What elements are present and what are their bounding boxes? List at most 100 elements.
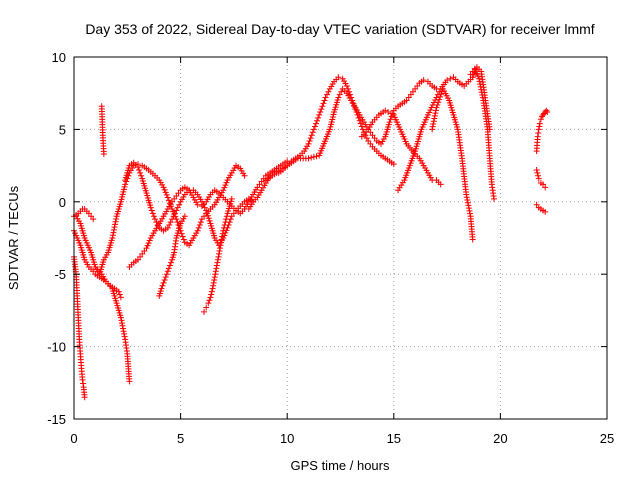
data-point-track-j [212, 268, 219, 275]
data-point-track-g [171, 210, 178, 217]
data-point-track-o [464, 199, 471, 206]
data-point-track-k [316, 111, 323, 118]
data-point-track-j [223, 216, 230, 223]
data-point-track-o [465, 205, 472, 212]
y-axis-label: SDTVAR / TECUs [6, 185, 21, 290]
data-point-track-k [310, 126, 317, 133]
data-point-track-p [477, 83, 484, 90]
data-point-track-k [318, 106, 325, 113]
data-point-track-p [475, 73, 482, 80]
data-point-track-r [533, 166, 540, 173]
data-point-track-i [181, 213, 188, 220]
data-marks [71, 64, 551, 401]
data-point-track-m [382, 107, 389, 114]
data-point-track-j [205, 300, 212, 307]
data-point-track-j [208, 291, 215, 298]
plot-frame [73, 56, 608, 420]
data-point-track-l [305, 155, 312, 162]
data-point-track-c [120, 325, 127, 332]
data-point-track-f [223, 179, 230, 186]
data-point-track-h [194, 201, 201, 208]
x-tick-label-20: 20 [493, 431, 507, 446]
data-point-track-k [315, 114, 322, 121]
data-point-track-k [305, 140, 312, 147]
data-point-track-k [322, 94, 329, 101]
data-point-track-q [537, 116, 544, 123]
data-point-track-r [542, 184, 549, 191]
data-point-track-o [431, 112, 438, 119]
data-point-track-q [534, 133, 541, 140]
data-point-track-o [465, 202, 472, 209]
data-point-track-b [115, 288, 122, 295]
data-point-track-o [429, 126, 436, 133]
data-point-track-g [170, 213, 177, 220]
data-point-track-j [213, 265, 220, 272]
data-point-track-i [161, 276, 168, 283]
data-point-track-l [335, 94, 342, 101]
data-point-track-g [206, 217, 213, 224]
data-point-track-f [241, 172, 248, 179]
data-point-track-k [314, 117, 321, 124]
data-point-track-o [435, 99, 442, 106]
data-point-track-h [145, 240, 152, 247]
data-point-track-l [386, 119, 393, 126]
data-point-track-k [308, 132, 315, 139]
data-point-track-f [110, 229, 117, 236]
y-tick-label-10: 10 [52, 50, 66, 65]
data-point-track-l [313, 153, 320, 160]
data-point-track-g [137, 169, 144, 176]
data-point-track-i [166, 262, 173, 269]
data-point-track-j [214, 256, 221, 263]
data-point-track-i [158, 285, 165, 292]
data-point-track-g [167, 219, 174, 226]
data-point-track-f [174, 219, 181, 226]
data-point-track-k [317, 109, 324, 116]
data-point-track-o [429, 123, 436, 130]
data-point-track-j [217, 242, 224, 249]
data-point-track-o [430, 118, 437, 125]
data-point-track-k [362, 132, 369, 139]
data-point-track-l [336, 91, 343, 98]
y-tick-label-minus10: -10 [47, 340, 66, 355]
data-point-track-b [117, 294, 124, 301]
data-point-track-f [165, 197, 172, 204]
data-point-track-g [205, 215, 212, 222]
data-point-track-p [478, 86, 485, 93]
y-tick-label-0: 0 [59, 195, 66, 210]
data-point-track-p [471, 65, 478, 72]
data-point-track-r [535, 172, 542, 179]
data-point-track-k [343, 82, 350, 89]
data-point-track-j [217, 245, 224, 252]
data-point-track-k [309, 129, 316, 136]
data-point-track-k [319, 103, 326, 110]
data-point-track-g [147, 204, 154, 211]
data-point-track-l [387, 116, 394, 123]
data-point-track-f [194, 227, 201, 234]
data-point-track-g [173, 207, 180, 214]
data-point-track-o [431, 115, 438, 122]
data-point-track-f [180, 236, 187, 243]
data-point-track-c [117, 314, 124, 321]
x-tick-label-10: 10 [280, 431, 294, 446]
data-point-track-j [220, 224, 227, 231]
data-point-track-f [164, 194, 171, 201]
data-point-track-j [201, 308, 208, 315]
data-point-track-g [169, 216, 176, 223]
data-point-track-l [420, 77, 427, 84]
data-point-track-j [222, 219, 229, 226]
data-point-track-n [447, 75, 454, 82]
data-point-track-j [221, 221, 228, 228]
data-point-track-k [357, 120, 364, 127]
data-point-track-f [197, 219, 204, 226]
data-point-track-k [335, 74, 342, 81]
data-point-track-h [144, 242, 151, 249]
data-point-track-n [444, 77, 451, 84]
data-point-track-a [80, 380, 87, 387]
data-point-track-f [195, 224, 202, 231]
data-point-track-s [542, 208, 549, 215]
data-point-track-g [201, 204, 208, 211]
data-point-track-k [359, 126, 366, 133]
data-point-track-j [218, 236, 225, 243]
data-point-track-o [436, 96, 443, 103]
data-point-track-k [320, 100, 327, 107]
